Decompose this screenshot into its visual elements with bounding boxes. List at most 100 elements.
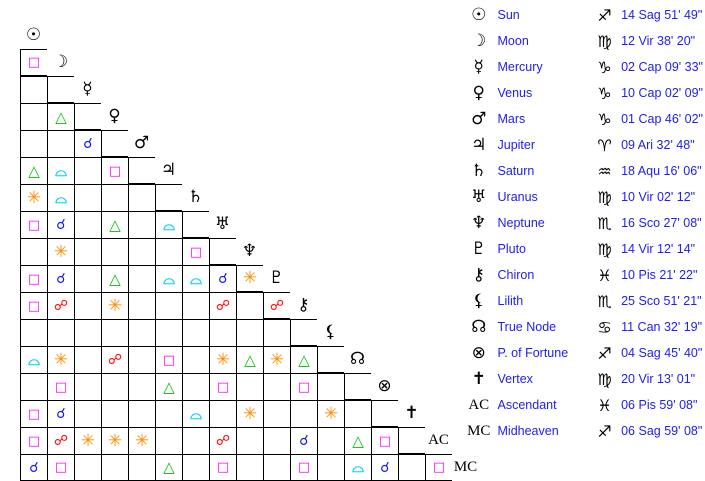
aspect-cell-part_of_fortune-lilith[interactable]: [317, 373, 344, 400]
aspect-cell-true_node-chiron[interactable]: △: [290, 346, 317, 373]
aspect-cell-vertex-lilith[interactable]: ✳: [317, 400, 344, 427]
aspect-cell-chiron-neptune[interactable]: [236, 292, 263, 319]
aspect-cell-ascendant-venus[interactable]: ✳: [101, 427, 128, 454]
aspect-cell-mars-mercury[interactable]: ☌: [74, 130, 101, 157]
aspect-cell-uranus-moon[interactable]: ☌: [47, 211, 74, 238]
aspect-cell-ascendant-jupiter[interactable]: [155, 427, 182, 454]
aspect-cell-ascendant-sun[interactable]: □: [20, 427, 47, 454]
aspect-cell-chiron-uranus[interactable]: ☍: [209, 292, 236, 319]
position-row[interactable]: ⚷ Chiron ♓ 10 Pis 21' 22": [462, 262, 705, 288]
aspect-cell-neptune-mars[interactable]: [128, 238, 155, 265]
aspect-cell-pluto-sun[interactable]: □: [20, 265, 47, 292]
aspect-cell-vertex-saturn[interactable]: ⌓: [182, 400, 209, 427]
aspect-cell-jupiter-sun[interactable]: △: [20, 157, 47, 184]
aspect-cell-chiron-moon[interactable]: ☍: [47, 292, 74, 319]
aspect-cell-lilith-saturn[interactable]: [182, 319, 209, 346]
aspect-cell-true_node-mars[interactable]: [128, 346, 155, 373]
aspect-cell-ascendant-part_of_fortune[interactable]: □: [371, 427, 398, 454]
aspect-cell-part_of_fortune-moon[interactable]: □: [47, 373, 74, 400]
aspect-cell-ascendant-moon[interactable]: ☍: [47, 427, 74, 454]
aspect-cell-part_of_fortune-uranus[interactable]: □: [209, 373, 236, 400]
aspect-cell-uranus-venus[interactable]: △: [101, 211, 128, 238]
aspect-cell-mercury-moon[interactable]: [47, 76, 74, 103]
aspect-cell-midheaven-part_of_fortune[interactable]: ☌: [371, 454, 398, 481]
aspect-cell-part_of_fortune-pluto[interactable]: [263, 373, 290, 400]
aspect-cell-ascendant-mars[interactable]: ✳: [128, 427, 155, 454]
aspect-cell-pluto-neptune[interactable]: ✳: [236, 265, 263, 292]
aspect-cell-ascendant-mercury[interactable]: ✳: [74, 427, 101, 454]
aspect-cell-vertex-true_node[interactable]: [344, 400, 371, 427]
aspect-cell-vertex-jupiter[interactable]: [155, 400, 182, 427]
position-row[interactable]: ☽ Moon ♍ 12 Vir 38' 20": [462, 28, 705, 54]
aspect-cell-chiron-venus[interactable]: ✳: [101, 292, 128, 319]
aspect-cell-jupiter-venus[interactable]: □: [101, 157, 128, 184]
aspect-cell-midheaven-sun[interactable]: ☌: [20, 454, 47, 481]
aspect-cell-midheaven-true_node[interactable]: ⌓: [344, 454, 371, 481]
aspect-cell-lilith-sun[interactable]: [20, 319, 47, 346]
aspect-cell-vertex-chiron[interactable]: [290, 400, 317, 427]
aspect-cell-vertex-venus[interactable]: [101, 400, 128, 427]
aspect-cell-mars-venus[interactable]: [101, 130, 128, 157]
aspect-cell-ascendant-saturn[interactable]: [182, 427, 209, 454]
aspect-cell-saturn-mars[interactable]: [128, 184, 155, 211]
aspect-cell-pluto-saturn[interactable]: ⌓: [182, 265, 209, 292]
position-row[interactable]: ♂ Mars ♑ 01 Cap 46' 02": [462, 106, 705, 132]
aspect-cell-vertex-mercury[interactable]: [74, 400, 101, 427]
aspect-cell-lilith-jupiter[interactable]: [155, 319, 182, 346]
aspect-cell-midheaven-mercury[interactable]: [74, 454, 101, 481]
aspect-cell-uranus-jupiter[interactable]: ⌓: [155, 211, 182, 238]
aspect-cell-true_node-sun[interactable]: ⌓: [20, 346, 47, 373]
aspect-cell-midheaven-pluto[interactable]: [263, 454, 290, 481]
aspect-cell-midheaven-chiron[interactable]: □: [290, 454, 317, 481]
aspect-cell-vertex-moon[interactable]: ☌: [47, 400, 74, 427]
position-row[interactable]: ☿ Mercury ♑ 02 Cap 09' 33": [462, 54, 705, 80]
aspect-cell-true_node-mercury[interactable]: [74, 346, 101, 373]
aspect-cell-venus-moon[interactable]: △: [47, 103, 74, 130]
aspect-cell-moon-sun[interactable]: □: [20, 49, 47, 76]
aspect-cell-pluto-moon[interactable]: ☌: [47, 265, 74, 292]
aspect-cell-ascendant-uranus[interactable]: ☍: [209, 427, 236, 454]
aspect-cell-pluto-mercury[interactable]: [74, 265, 101, 292]
aspect-cell-midheaven-jupiter[interactable]: △: [155, 454, 182, 481]
aspect-cell-ascendant-pluto[interactable]: [263, 427, 290, 454]
aspect-cell-part_of_fortune-mars[interactable]: [128, 373, 155, 400]
aspect-cell-ascendant-true_node[interactable]: △: [344, 427, 371, 454]
aspect-cell-pluto-mars[interactable]: [128, 265, 155, 292]
aspect-cell-midheaven-neptune[interactable]: [236, 454, 263, 481]
aspect-cell-midheaven-vertex[interactable]: [398, 454, 425, 481]
position-row[interactable]: ♄ Saturn ♒ 18 Aqu 16' 06": [462, 158, 705, 184]
aspect-cell-neptune-uranus[interactable]: [209, 238, 236, 265]
aspect-cell-vertex-part_of_fortune[interactable]: [371, 400, 398, 427]
aspect-cell-ascendant-chiron[interactable]: ☌: [290, 427, 317, 454]
aspect-cell-uranus-sun[interactable]: □: [20, 211, 47, 238]
aspect-cell-pluto-jupiter[interactable]: ⌓: [155, 265, 182, 292]
aspect-cell-lilith-venus[interactable]: [101, 319, 128, 346]
aspect-cell-midheaven-mars[interactable]: [128, 454, 155, 481]
aspect-cell-saturn-moon[interactable]: ⌓: [47, 184, 74, 211]
aspect-cell-lilith-uranus[interactable]: [209, 319, 236, 346]
aspect-cell-jupiter-mercury[interactable]: [74, 157, 101, 184]
aspect-cell-part_of_fortune-venus[interactable]: [101, 373, 128, 400]
position-row[interactable]: ☉ Sun ♐ 14 Sag 51' 49": [462, 2, 705, 28]
aspect-cell-neptune-moon[interactable]: ✳: [47, 238, 74, 265]
aspect-cell-uranus-mercury[interactable]: [74, 211, 101, 238]
aspect-cell-uranus-saturn[interactable]: [182, 211, 209, 238]
position-row[interactable]: ⚸ Lilith ♏ 25 Sco 51' 21": [462, 288, 705, 314]
aspect-cell-lilith-moon[interactable]: [47, 319, 74, 346]
aspect-cell-mercury-sun[interactable]: [20, 76, 47, 103]
aspect-cell-saturn-jupiter[interactable]: [155, 184, 182, 211]
aspect-cell-chiron-jupiter[interactable]: [155, 292, 182, 319]
aspect-cell-mars-moon[interactable]: [47, 130, 74, 157]
position-row[interactable]: MC Midheaven ♐ 06 Sag 59' 08": [462, 418, 705, 444]
aspect-cell-neptune-sun[interactable]: [20, 238, 47, 265]
position-row[interactable]: ✝ Vertex ♍ 20 Vir 13' 01": [462, 366, 705, 392]
aspect-cell-part_of_fortune-true_node[interactable]: [344, 373, 371, 400]
aspect-cell-ascendant-lilith[interactable]: [317, 427, 344, 454]
aspect-cell-vertex-pluto[interactable]: [263, 400, 290, 427]
aspect-cell-vertex-sun[interactable]: □: [20, 400, 47, 427]
aspect-cell-midheaven-lilith[interactable]: [317, 454, 344, 481]
position-row[interactable]: ⊗ P. of Fortune ♐ 04 Sag 45' 40": [462, 340, 705, 366]
position-row[interactable]: ♃ Jupiter ♈ 09 Ari 32' 48": [462, 132, 705, 158]
aspect-cell-midheaven-ascendant[interactable]: □: [425, 454, 452, 481]
aspect-cell-vertex-mars[interactable]: [128, 400, 155, 427]
